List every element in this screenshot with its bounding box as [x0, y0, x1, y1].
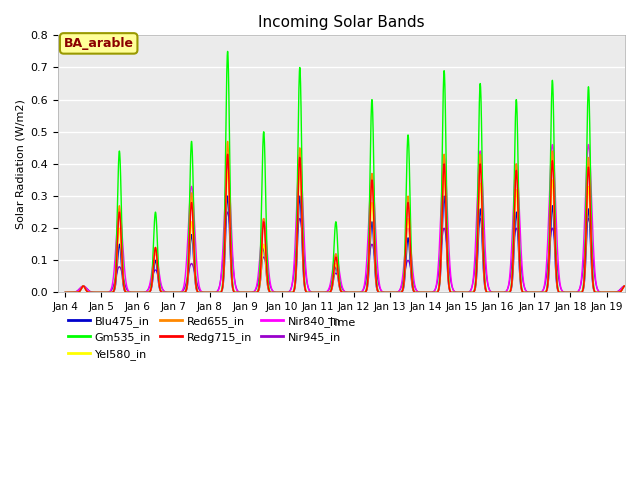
X-axis label: Time: Time	[328, 318, 355, 328]
Title: Incoming Solar Bands: Incoming Solar Bands	[258, 15, 424, 30]
Y-axis label: Solar Radiation (W/m2): Solar Radiation (W/m2)	[15, 99, 25, 229]
Text: BA_arable: BA_arable	[64, 37, 134, 50]
Legend: Blu475_in, Gm535_in, Yel580_in, Red655_in, Redg715_in, Nir840_in, Nir945_in: Blu475_in, Gm535_in, Yel580_in, Red655_i…	[63, 312, 345, 364]
